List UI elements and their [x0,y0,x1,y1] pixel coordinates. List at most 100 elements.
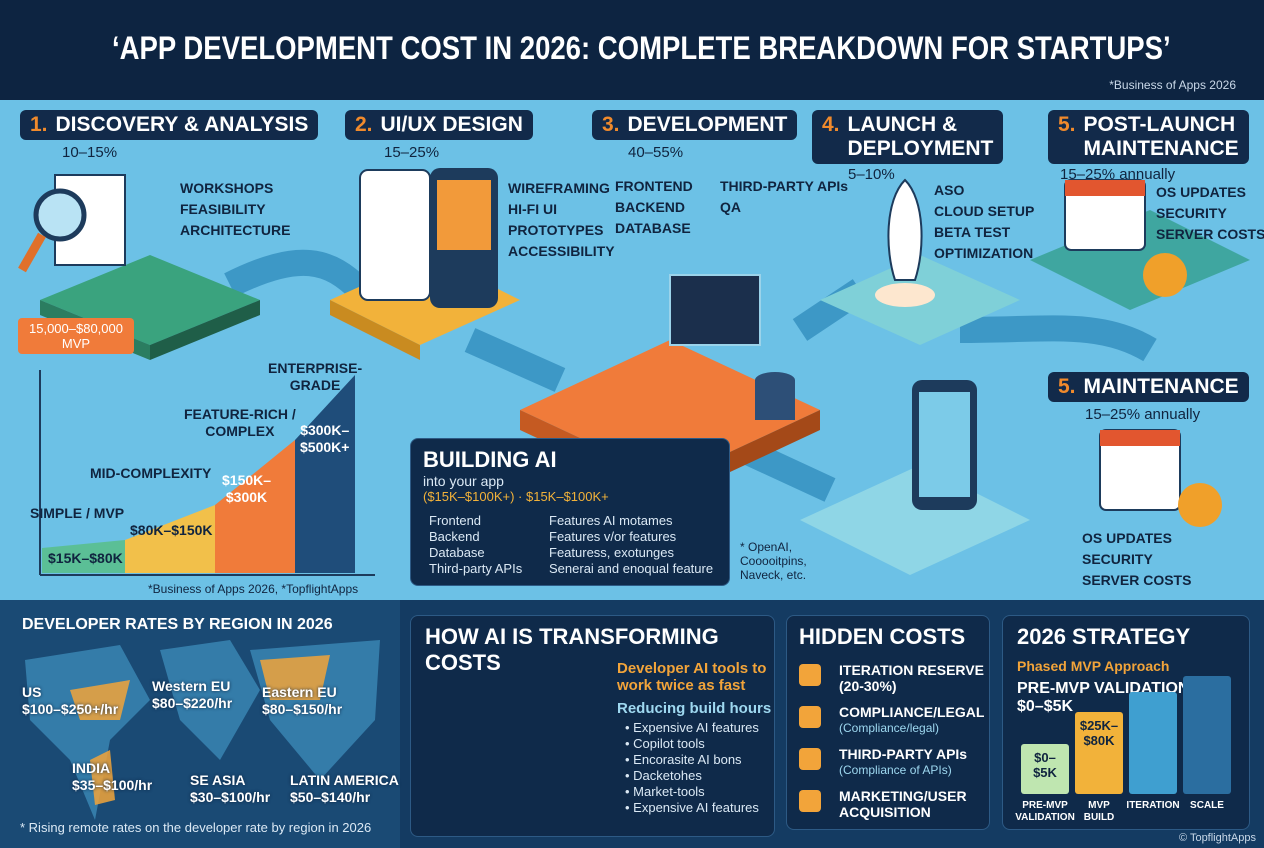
phase-label: 4. LAUNCH & DEPLOYMENT [812,110,1004,164]
phase-items: OS UPDATES SECURITY SERVER COSTS [1156,182,1264,245]
panel-title: DEVELOPER RATES BY REGION IN 2026 [22,616,333,633]
stage-bar [1183,676,1231,794]
ai-items: • Expensive AI features • Copilot tools • … [625,720,759,816]
list-item: ARCHITECTURE [180,222,291,238]
tier-label-line: COMPLEX [205,423,275,439]
list-item: Cooooitpins, [740,554,807,568]
list-item: Backend [429,529,480,544]
tier-label-line: MID-COMPLEXITY [90,465,212,481]
region-rate: $80–$220/hr [152,695,233,711]
hidden-label-line: (20-30%) [839,678,897,694]
phase-percent: 15–25% annually [1085,406,1201,423]
phase-items: THIRD-PARTY APIs QA [720,176,849,218]
list-item: WORKSHOPS [180,180,274,196]
list-item: * OpenAI, [740,540,793,554]
list-item: FRONTEND [615,178,693,194]
phase-label: 5. POST-LAUNCH MAINTENANCE [1048,110,1249,164]
stage-label: ITERATION [1121,800,1185,812]
region-rate: $80–$150/hr [262,701,343,717]
region-label: Western EU $80–$220/hr [152,678,232,712]
list-item: BETA TEST [934,224,1011,240]
stage-price-line: $5K [1033,765,1057,780]
stage-label: PRE-MVP VALIDATION [1013,800,1077,824]
tier-price: $80K–$150K [130,522,213,539]
header [0,0,1264,100]
list-item: THIRD-PARTY APIs [720,178,849,194]
tier-label-line: ENTERPRISE- [268,360,363,376]
list-item: • Expensive AI features [625,720,759,735]
hidden-sub: (Compliance/legal) [839,721,940,735]
region-rate: $50–$140/hr [290,789,371,805]
region-name: Western EU [152,678,231,694]
region-name: US [22,684,42,700]
list-item: FEASIBILITY [180,201,266,217]
ai-list: Features AI motames Features v/or feature… [549,513,713,577]
phase-percent: 10–15% [62,144,118,161]
phase-label: 3. DEVELOPMENT [592,110,798,140]
phase-number: 2. [355,113,373,136]
panel-subtitle: into your app [423,473,504,489]
ai-subhead: Reducing build hours [617,700,772,717]
title-line: DEPLOYMENT [847,137,994,160]
hidden-label-line: ACQUISITION [839,804,931,820]
list-item: Features v/or features [549,529,677,544]
cost-line: MVP [61,336,91,351]
phase-number: 4. [822,113,840,136]
phase-number: 5. [1058,375,1076,398]
region-name: LATIN AMERICA [290,772,399,788]
source-note: *Business of Apps 2026 [1109,78,1236,92]
title-line: POST-LAUNCH [1083,113,1236,136]
list-item: Featuress, exotunges [549,545,675,560]
list-item: work twice as fast [617,677,746,694]
tier-price: $15K–$80K [48,550,123,567]
hidden-label-line: COMPLIANCE/LEGAL [839,704,985,720]
tier-price: $150K– $300K [222,472,271,506]
stage-label-line: MVP [1088,800,1110,811]
title-line: MAINTENANCE [1083,137,1239,160]
list-item: ASO [934,182,965,198]
stage-price-line: $0– [1034,750,1056,765]
region-label: Eastern EU $80–$150/hr [262,684,342,718]
region-label: US $100–$250+/hr [22,684,118,718]
region-label: SE ASIA $30–$100/hr [190,772,270,806]
phase-items: OS UPDATES SECURITY SERVER COSTS [1082,528,1191,591]
stage-label-line: SCALE [1190,800,1224,811]
stage-label: SCALE [1175,800,1239,812]
hidden-item: MARKETING/USER ACQUISITION [839,788,989,820]
phase-label: 2. UI/UX DESIGN [345,110,533,140]
region-label: LATIN AMERICA $50–$140/hr [290,772,399,806]
list-item: • Dacketohes [625,768,702,783]
phase-percent: 40–55% [628,144,684,161]
stage-price-line: $25K– [1079,718,1119,733]
ai-costs-panel: HOW AI IS TRANSFORMING COSTS Developer A… [410,615,775,837]
title-line: LAUNCH & [847,113,958,136]
hidden-label-line: ITERATION RESERVE [839,662,984,678]
phase-title: POST-LAUNCH MAINTENANCE [1084,113,1239,161]
tier-price: $300K– $500K+ [300,422,349,456]
list-item: OPTIMIZATION [934,245,1034,261]
stage-label-line: BUILD [1083,812,1115,823]
hidden-icon [799,748,821,770]
list-item: SECURITY [1156,205,1227,221]
region-rate: $100–$250+/hr [22,701,119,717]
phase-number: 3. [602,113,620,136]
list-item: Database [429,545,485,560]
hidden-sub: (Compliance of APIs) [839,763,952,777]
panel-title: HIDDEN COSTS [799,624,966,649]
phase-label: 5. MAINTENANCE [1048,372,1249,402]
phase-percent: 5–10% [848,166,895,183]
region-rate: $30–$100/hr [190,789,271,805]
hidden-item: COMPLIANCE/LEGAL (Compliance/legal) [839,704,989,736]
region-rate: $35–$100/hr [72,777,153,793]
region-name: INDIA [72,760,111,776]
hidden-icon [799,706,821,728]
tier-label-line: FEATURE-RICH / [184,406,296,422]
ai-list: Frontend Backend Database Third-party APIs [429,513,522,577]
list-item: PROTOTYPES [508,222,604,238]
tier-label: ENTERPRISE- GRADE [268,360,362,394]
list-item: QA [720,199,741,215]
tier-label-line: SIMPLE / MVP [30,505,125,521]
list-item: OS UPDATES [1082,530,1172,546]
list-item: BACKEND [615,199,685,215]
